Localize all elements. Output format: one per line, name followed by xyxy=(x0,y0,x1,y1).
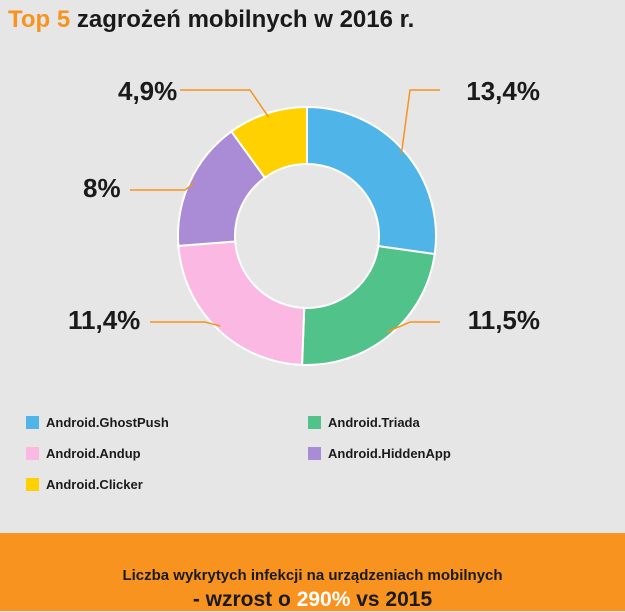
banner-headline-suffix: vs 2015 xyxy=(350,588,433,611)
donut-slice-android-triada xyxy=(301,244,436,366)
leader-line xyxy=(400,89,440,155)
banner-caption: Liczba wykrytych infekcji na urządzeniac… xyxy=(122,567,503,584)
data-label: 4,9% xyxy=(118,76,177,106)
data-label: 13,4% xyxy=(466,76,540,106)
banner-headline-prefix: - wzrost o xyxy=(192,588,297,611)
legend-swatch xyxy=(26,416,39,429)
donut-slice-android-ghostpush xyxy=(306,105,437,256)
leader-line xyxy=(150,321,221,327)
legend-label: Android.Andup xyxy=(46,446,141,461)
donut-chart: 13,4% 11,5% 11,4% 8% 4,9% xyxy=(68,76,540,366)
banner-growth-value: 290% xyxy=(296,588,351,611)
legend-swatch xyxy=(26,478,39,491)
legend-swatch xyxy=(308,447,321,460)
legend-label: Android.HiddenApp xyxy=(328,446,451,461)
page-title: Top 5 zagrożeń mobilnych w 2016 r. xyxy=(8,6,414,34)
banner-headline: - wzrost o 290% vs 2015 xyxy=(0,588,625,612)
legend-item: Android.HiddenApp xyxy=(308,446,451,461)
title-text: zagrożeń mobilnych w 2016 r. xyxy=(70,6,415,33)
legend-swatch xyxy=(308,416,321,429)
leader-line xyxy=(180,89,270,118)
legend-item: Android.GhostPush xyxy=(26,415,169,430)
legend-item: Android.Triada xyxy=(308,415,420,430)
legend-label: Android.Triada xyxy=(328,415,420,430)
title-accent: Top 5 xyxy=(8,6,71,33)
leader-line xyxy=(386,321,440,333)
info-banner: Liczba wykrytych infekcji na urządzeniac… xyxy=(0,533,625,611)
leader-line xyxy=(130,182,195,191)
data-label: 11,4% xyxy=(68,305,140,335)
donut-slice-android-andup xyxy=(177,240,306,366)
donut-slice-android-clicker xyxy=(230,105,308,180)
data-label: 11,5% xyxy=(468,305,540,335)
legend-item: Android.Clicker xyxy=(26,477,143,492)
legend-label: Android.Clicker xyxy=(46,477,143,492)
legend-item: Android.Andup xyxy=(26,446,141,461)
data-label: 8% xyxy=(83,173,121,203)
legend-swatch xyxy=(26,447,39,460)
legend-label: Android.GhostPush xyxy=(46,415,169,430)
